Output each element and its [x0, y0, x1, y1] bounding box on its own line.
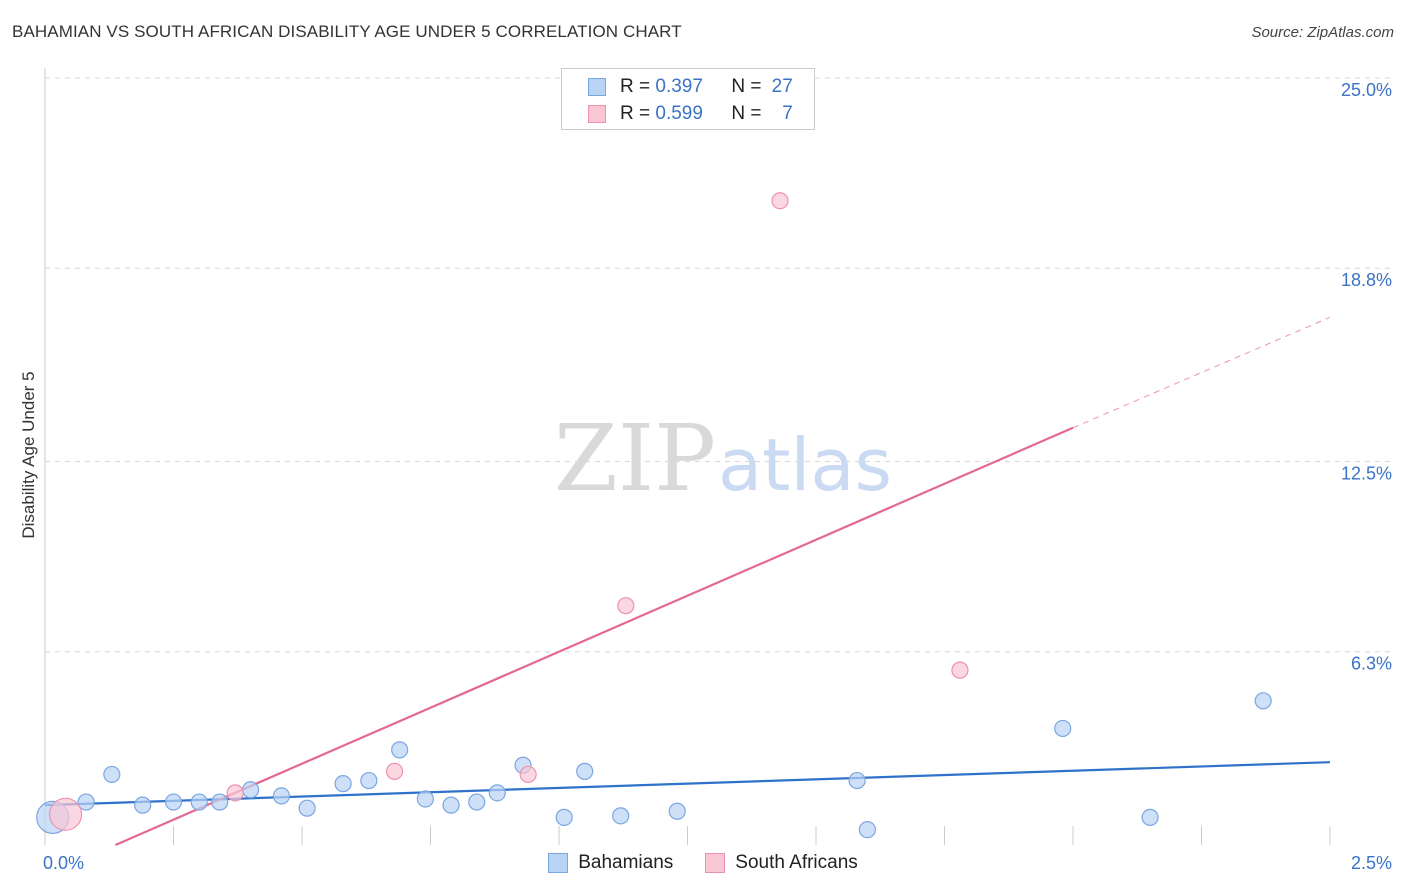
bahamian-point — [555, 808, 573, 826]
series-legend: Bahamians South Africans — [0, 852, 1406, 874]
y-tick-label: 18.8% — [1341, 270, 1392, 290]
south-african-point — [617, 597, 635, 615]
bahamian-point — [164, 793, 183, 811]
legend-label: Bahamians — [578, 852, 674, 873]
legend-swatch-blue — [588, 78, 606, 96]
bahamian-point — [416, 790, 434, 808]
bahamian-point — [211, 793, 229, 811]
bahamian-point — [334, 775, 352, 793]
legend-row-bahamians: R = 0.397 N = 27 — [588, 75, 793, 99]
south-african-trendline-extension — [1072, 316, 1331, 429]
south-african-point — [385, 762, 404, 780]
bahamian-point — [298, 799, 316, 817]
bahamian-point — [134, 796, 152, 814]
trendline-layer — [44, 316, 1331, 847]
correlation-legend: R = 0.397 N = 27 R = 0.599 N = 7 — [561, 68, 815, 130]
points-layer — [36, 192, 1272, 839]
axis-layer: 6.3% 12.5% 18.8% 25.0% 0.0% 2.5% — [43, 68, 1392, 873]
source-credit: Source: ZipAtlas.com — [1251, 24, 1394, 41]
bahamian-point — [1254, 692, 1272, 710]
y-tick-label: 25.0% — [1341, 80, 1392, 100]
legend-item-bahamians[interactable]: Bahamians — [548, 852, 673, 874]
watermark: ZIP atlas — [554, 405, 892, 512]
bahamian-point — [391, 741, 409, 759]
south-african-point — [951, 661, 969, 679]
legend-n-label: N = — [731, 76, 762, 97]
bahamian-point — [77, 793, 95, 811]
watermark-zip: ZIP — [554, 405, 716, 512]
legend-r-label: R = — [620, 103, 651, 124]
legend-item-south-africans[interactable]: South Africans — [705, 852, 858, 874]
legend-n-value: 27 — [771, 76, 793, 97]
legend-row-south-africans: R = 0.599 N = 7 — [588, 102, 793, 126]
legend-swatch-blue — [548, 853, 569, 873]
legend-swatch-pink — [705, 853, 726, 873]
south-african-point — [519, 765, 537, 784]
bahamian-point — [848, 771, 866, 790]
south-african-trendline — [114, 426, 1074, 847]
legend-r-label: R = — [620, 76, 651, 97]
bahamian-point — [858, 821, 877, 839]
legend-n-label: N = — [731, 103, 762, 124]
bahamian-point — [103, 765, 121, 784]
bahamian-point — [668, 802, 686, 820]
bahamian-point — [242, 781, 260, 799]
x-tick-label: 0.0% — [43, 853, 84, 873]
bahamian-point — [272, 787, 291, 805]
legend-label: South Africans — [735, 852, 858, 873]
y-tick-label: 6.3% — [1351, 654, 1392, 674]
legend-n-value: 7 — [782, 103, 793, 124]
south-african-point — [226, 784, 244, 802]
bahamian-point — [360, 771, 378, 790]
bahamian-point — [1141, 808, 1159, 826]
legend-r-value: 0.599 — [655, 103, 703, 124]
legend-r-value: 0.397 — [655, 76, 703, 97]
chart-title: BAHAMIAN VS SOUTH AFRICAN DISABILITY AGE… — [12, 22, 682, 41]
legend-swatch-pink — [588, 105, 606, 123]
grid-layer — [45, 77, 1392, 653]
bahamian-point — [468, 793, 486, 811]
watermark-atlas: atlas — [718, 423, 892, 507]
y-axis-label: Disability Age Under 5 — [19, 371, 38, 538]
south-african-point — [48, 797, 83, 831]
bahamian-point — [488, 784, 506, 802]
bahamian-point — [612, 807, 630, 825]
y-tick-label: 12.5% — [1341, 464, 1392, 484]
x-tick-label: 2.5% — [1351, 853, 1392, 873]
bahamian-point — [1054, 719, 1072, 738]
south-african-point — [771, 192, 789, 210]
bahamian-point — [576, 762, 594, 780]
bahamian-trendline — [44, 761, 1331, 807]
bahamian-point — [442, 796, 460, 814]
bahamian-point — [190, 793, 208, 811]
